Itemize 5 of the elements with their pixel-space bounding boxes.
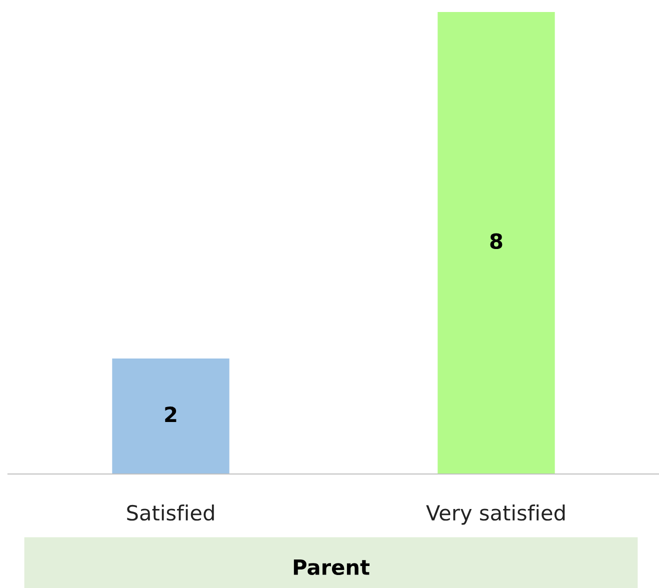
text: Parent	[294, 560, 370, 576]
data-label: 2	[165, 406, 176, 422]
x-tick-label: Very satisfied	[426, 504, 565, 525]
x-tick-label: Satisfied	[127, 504, 214, 521]
data-label: 8	[490, 233, 502, 250]
